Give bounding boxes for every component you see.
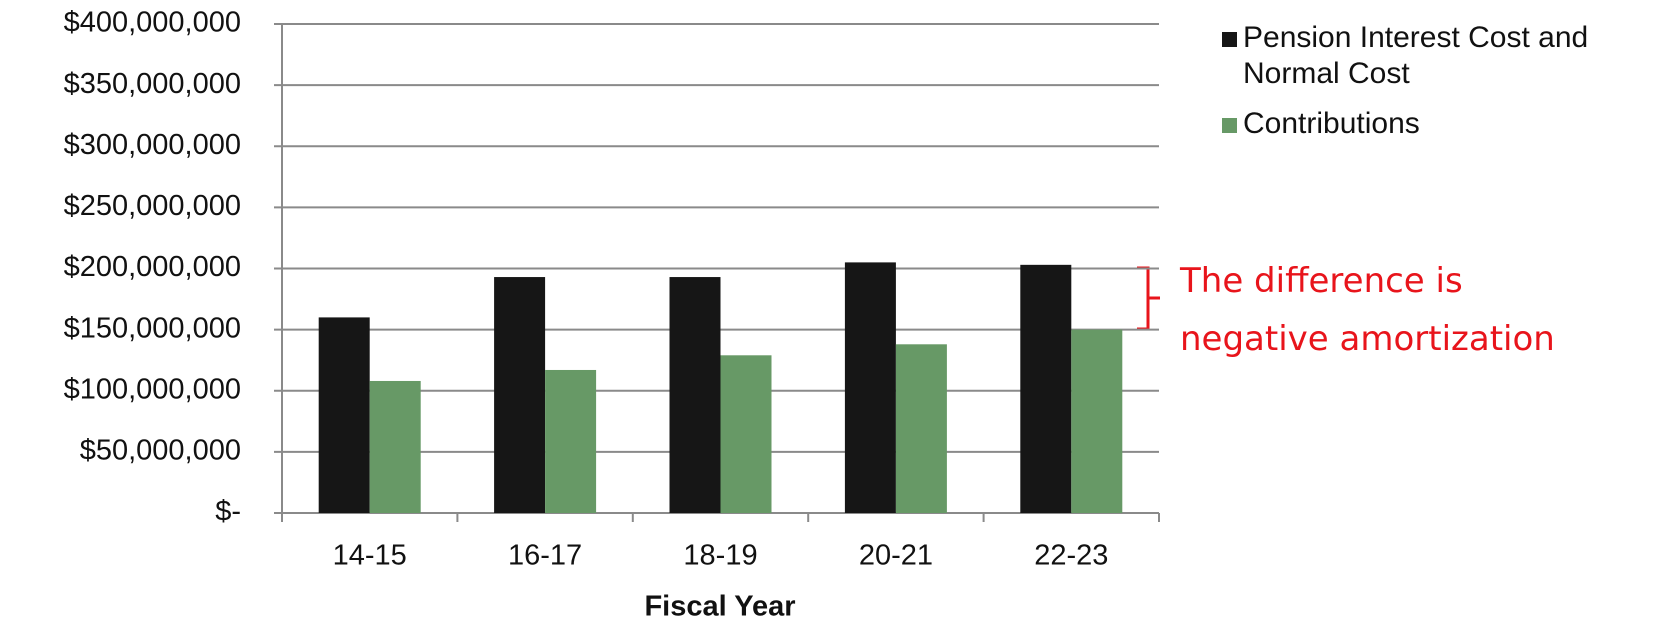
legend-label: Pension Interest Cost and Normal Cost: [1243, 21, 1589, 90]
legend-swatch: [1222, 32, 1237, 47]
x-tick-label: 14-15: [333, 540, 407, 572]
bar: [844, 262, 896, 513]
y-tick-label: $400,000,000: [64, 7, 241, 39]
legend-label: Contributions: [1243, 107, 1420, 140]
bar: [1071, 329, 1123, 513]
bar: [318, 317, 370, 513]
legend-item: Contributions: [1222, 106, 1623, 142]
annotation: The difference is negative amortization: [1180, 261, 1555, 359]
y-tick-label: $-: [215, 496, 241, 528]
x-tick-label: 20-21: [859, 540, 933, 572]
x-tick-label: 22-23: [1034, 540, 1108, 572]
bar: [669, 277, 721, 513]
x-tick-label: 16-17: [508, 540, 582, 572]
y-tick-label: $300,000,000: [64, 129, 241, 161]
bracket: [1137, 266, 1160, 331]
bar: [720, 355, 772, 513]
bar: [494, 277, 546, 513]
x-axis-label: Fiscal Year: [644, 591, 795, 622]
bar: [545, 369, 597, 513]
legend: Pension Interest Cost and Normal Cost Con…: [1222, 20, 1623, 156]
bar: [1020, 264, 1072, 513]
y-tick-label: $250,000,000: [64, 190, 241, 222]
bar: [895, 344, 947, 513]
y-tick-label: $200,000,000: [64, 251, 241, 283]
bar: [369, 380, 421, 513]
x-tick-label: 18-19: [683, 540, 757, 572]
y-tick-label: $350,000,000: [64, 68, 241, 100]
legend-item: Pension Interest Cost and Normal Cost: [1222, 20, 1623, 92]
y-tick-label: $50,000,000: [80, 435, 241, 467]
y-tick-label: $150,000,000: [64, 312, 241, 344]
y-tick-label: $100,000,000: [64, 373, 241, 405]
legend-swatch: [1222, 118, 1237, 133]
